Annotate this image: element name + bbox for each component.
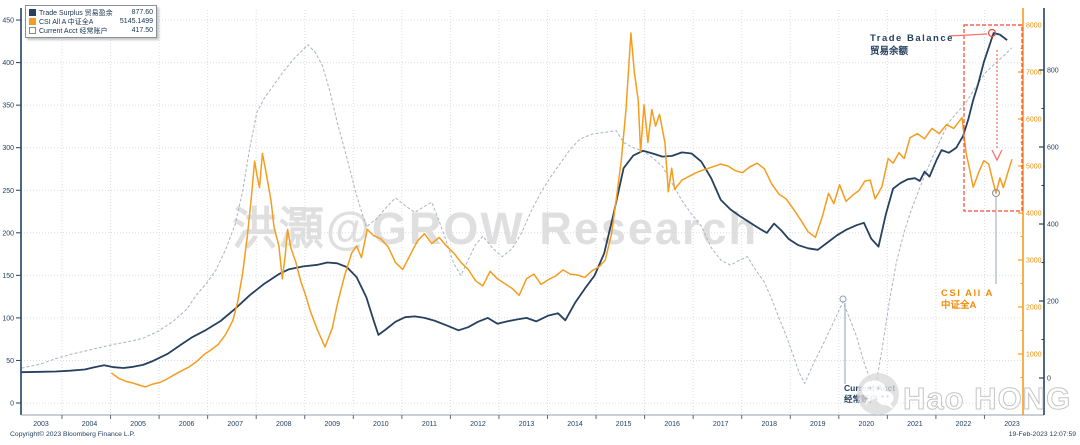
legend-value: 417.50 — [131, 27, 153, 34]
csi-annotation-zh: 中证全A — [941, 299, 977, 311]
red-arrow-head-icon — [991, 149, 1003, 162]
left-axis-label: 50 — [6, 358, 14, 365]
legend-label: Trade Surplus 贸易盈余 — [39, 9, 113, 17]
csi-axis-label: 2000 — [1026, 305, 1042, 312]
wechat-icon — [857, 373, 899, 415]
csi-axis-label: 3000 — [1026, 258, 1042, 265]
haohong-watermark-text: Hao HONG — [903, 381, 1071, 416]
legend-item-trade-surplus[interactable]: Trade Surplus 贸易盈余 877.60 — [29, 8, 153, 17]
x-axis-year-label: 2003 — [33, 421, 49, 428]
copyright-text: Copyright© 2023 Bloomberg Finance L.P. — [10, 431, 136, 438]
red-dashed-box — [963, 24, 1023, 212]
trade-surplus-swatch — [29, 9, 36, 16]
left-axis-label: 300 — [2, 145, 14, 152]
left-axis-label: 200 — [2, 230, 14, 237]
x-axis-year-label: 2014 — [567, 421, 583, 428]
csi-axis-label: 1000 — [1026, 352, 1042, 359]
legend-item-current-acct[interactable]: Current Acct 经常账户 417.50 — [29, 26, 153, 35]
x-axis-year-label: 2021 — [907, 421, 923, 428]
x-axis-year-label: 2019 — [810, 421, 826, 428]
series-lines — [21, 32, 1013, 390]
left-axis-label: 450 — [2, 18, 14, 25]
legend-item-csi-all-a[interactable]: CSI All A 中证全A 5145.1499 — [29, 17, 153, 26]
legend-box: Trade Surplus 贸易盈余 877.60 CSI All A 中证全A… — [25, 5, 157, 38]
left-axis-label: 0 — [10, 401, 14, 408]
csi-axis-label: 7000 — [1026, 70, 1042, 77]
legend-label: CSI All A 中证全A — [39, 18, 94, 26]
callout-group — [839, 188, 1001, 384]
left-axis-label: 250 — [2, 188, 14, 195]
trade-balance-annotation-zh: 贸易余额 — [870, 45, 909, 57]
series-line-trade-surplus — [21, 32, 1008, 374]
trade-peak-marker — [987, 28, 997, 38]
x-axis-year-label: 2023 — [1004, 421, 1020, 428]
x-axis-year-label: 2006 — [179, 421, 195, 428]
x-axis-year-label: 2018 — [761, 421, 777, 428]
legend-value: 877.60 — [131, 9, 153, 16]
left-axis-label: 150 — [2, 273, 14, 280]
current-acct-point-marker — [839, 295, 847, 303]
series-line-csi-all-a — [110, 32, 1013, 388]
csi-axis-label: 8000 — [1026, 23, 1042, 30]
x-axis-year-label: 2008 — [276, 421, 292, 428]
series-annotations: Trade Balance 贸易余额 CSI All A 中证全A Curren… — [844, 33, 994, 404]
trade-axis-label: 800 — [1047, 68, 1059, 75]
x-axis-year-label: 2020 — [859, 421, 875, 428]
csi-axis-label: 5000 — [1026, 164, 1042, 171]
csi-axis-label: 4000 — [1026, 211, 1042, 218]
x-axis-year-label: 2016 — [664, 421, 680, 428]
current-acct-swatch — [29, 27, 36, 34]
x-axis-year-label: 2015 — [616, 421, 632, 428]
trade-axis-label: 400 — [1047, 222, 1059, 229]
center-watermark: 洪灝@GROW Research — [232, 203, 758, 254]
x-axis-year-label: 2011 — [422, 421, 437, 428]
trade-axis-label: 0 — [1047, 376, 1051, 383]
x-axis-year-label: 2005 — [130, 421, 146, 428]
x-axis-year-label: 2022 — [956, 421, 972, 428]
x-axis-year-label: 2004 — [82, 421, 98, 428]
left-axis-label: 350 — [2, 103, 14, 110]
legend-label: Current Acct 经常账户 — [39, 27, 108, 35]
x-axis-year-label: 2012 — [470, 421, 486, 428]
trade-balance-pointer-line — [948, 33, 988, 37]
x-axis-year-label: 2009 — [325, 421, 341, 428]
gridlines — [21, 10, 1023, 415]
timestamp-text: 19-Feb-2023 12:07:59 — [1008, 431, 1076, 438]
x-axis-year-label: 2007 — [227, 421, 243, 428]
csi-low-point-marker — [991, 188, 1001, 198]
legend-value: 5145.1499 — [119, 18, 153, 25]
haohong-watermark: Hao HONG — [857, 373, 1071, 417]
trade-axis-label: 600 — [1047, 145, 1059, 152]
red-annotation-group — [948, 24, 1023, 212]
x-axis-year-label: 2017 — [713, 421, 729, 428]
x-axis-year-label: 2013 — [519, 421, 535, 428]
left-axis-label: 400 — [2, 60, 14, 67]
csi-swatch — [29, 18, 36, 25]
left-axis-label: 100 — [2, 315, 14, 322]
trade-balance-annotation-en: Trade Balance — [870, 33, 954, 44]
axes: 4504003503002502001501005008000700060005… — [2, 8, 1059, 428]
series-line-current-account — [21, 44, 1013, 390]
trade-axis-label: 200 — [1047, 299, 1059, 306]
csi-annotation-en: CSI All A — [941, 288, 994, 299]
x-axis-year-label: 2010 — [373, 421, 389, 428]
csi-axis-label: 6000 — [1026, 117, 1042, 124]
